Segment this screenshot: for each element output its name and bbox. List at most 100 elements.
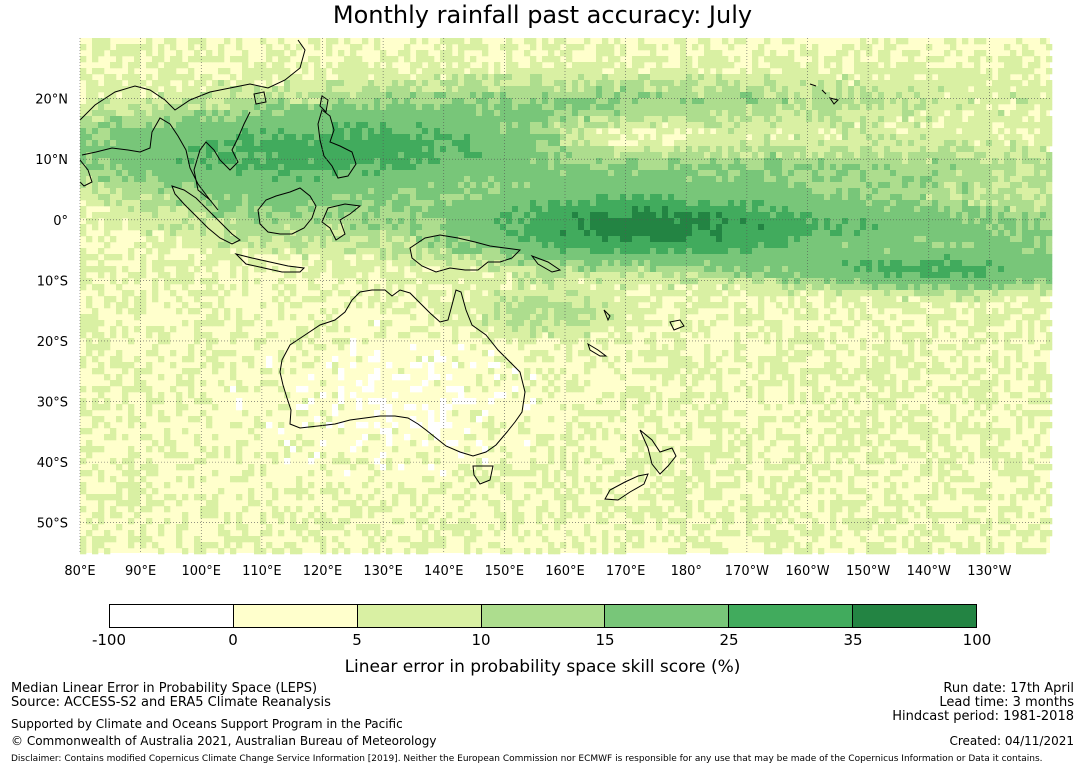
skill-cell — [242, 188, 249, 195]
skill-cell — [512, 236, 519, 243]
skill-cell — [998, 80, 1005, 87]
skill-cell — [638, 38, 645, 45]
skill-cell — [158, 140, 165, 147]
skill-cell — [812, 146, 819, 153]
skill-cell — [590, 212, 597, 219]
skill-cell — [284, 134, 291, 141]
skill-cell — [722, 194, 729, 201]
skill-cell — [656, 116, 663, 123]
skill-cell — [806, 176, 813, 183]
skill-cell — [872, 164, 879, 171]
skill-cell — [1010, 242, 1017, 249]
skill-cell — [854, 56, 861, 63]
skill-cell — [488, 104, 495, 111]
skill-cell — [746, 122, 753, 129]
skill-cell — [632, 236, 639, 243]
skill-cell — [896, 86, 903, 93]
skill-cell — [902, 242, 909, 249]
skill-cell — [86, 194, 93, 201]
skill-cell — [260, 146, 267, 153]
skill-cell — [266, 194, 273, 201]
skill-cell — [890, 140, 897, 147]
skill-cell — [140, 122, 147, 129]
skill-cell — [722, 152, 729, 159]
skill-cell — [626, 152, 633, 159]
skill-cell — [590, 152, 597, 159]
skill-cell — [596, 188, 603, 195]
skill-cell — [584, 98, 591, 105]
skill-cell — [308, 230, 315, 237]
skill-cell — [1034, 56, 1041, 63]
skill-cell — [500, 170, 507, 177]
skill-cell — [266, 206, 273, 213]
skill-cell — [464, 44, 471, 51]
skill-cell — [224, 104, 231, 111]
skill-cell — [524, 200, 531, 207]
skill-cell — [278, 230, 285, 237]
skill-cell — [746, 224, 753, 231]
skill-cell — [794, 164, 801, 171]
skill-cell — [362, 140, 369, 147]
skill-cell — [890, 92, 897, 99]
skill-cell — [170, 68, 177, 75]
skill-cell — [668, 188, 675, 195]
skill-cell — [740, 80, 747, 87]
skill-cell — [548, 98, 555, 105]
skill-cell — [458, 74, 465, 81]
skill-cell — [632, 176, 639, 183]
skill-cell — [776, 56, 783, 63]
skill-cell — [452, 242, 459, 249]
skill-cell — [1040, 110, 1047, 117]
skill-cell — [746, 140, 753, 147]
skill-cell — [566, 200, 573, 207]
skill-cell — [1046, 152, 1053, 159]
skill-cell — [878, 128, 885, 135]
skill-cell — [596, 62, 603, 69]
skill-cell — [206, 236, 213, 243]
skill-cell — [662, 68, 669, 75]
skill-cell — [740, 176, 747, 183]
skill-cell — [950, 104, 957, 111]
skill-cell — [980, 164, 987, 171]
skill-cell — [290, 182, 297, 189]
skill-cell — [956, 188, 963, 195]
skill-cell — [572, 158, 579, 165]
skill-cell — [320, 140, 327, 147]
skill-cell — [158, 56, 165, 63]
skill-cell — [416, 170, 423, 177]
skill-cell — [944, 170, 951, 177]
skill-cell — [308, 206, 315, 213]
skill-cell — [440, 86, 447, 93]
skill-cell — [302, 188, 309, 195]
skill-cell — [806, 110, 813, 117]
skill-cell — [698, 158, 705, 165]
skill-cell — [662, 212, 669, 219]
skill-cell — [446, 38, 453, 45]
skill-cell — [968, 158, 975, 165]
skill-cell — [686, 86, 693, 93]
skill-cell — [182, 62, 189, 69]
skill-cell — [974, 38, 981, 45]
skill-cell — [692, 230, 699, 237]
skill-cell — [434, 236, 441, 243]
skill-cell — [854, 68, 861, 75]
skill-cell — [650, 116, 657, 123]
skill-cell — [878, 164, 885, 171]
skill-cell — [800, 224, 807, 231]
skill-cell — [662, 230, 669, 237]
skill-cell — [470, 56, 477, 63]
skill-cell — [1022, 98, 1029, 105]
skill-cell — [614, 188, 621, 195]
skill-cell — [326, 170, 333, 177]
skill-cell — [938, 92, 945, 99]
skill-cell — [1040, 206, 1047, 213]
skill-cell — [140, 176, 147, 183]
skill-cell — [590, 158, 597, 165]
skill-cell — [374, 140, 381, 147]
skill-cell — [788, 122, 795, 129]
skill-cell — [674, 110, 681, 117]
skill-cell — [950, 206, 957, 213]
skill-cell — [602, 200, 609, 207]
skill-cell — [524, 98, 531, 105]
skill-cell — [914, 212, 921, 219]
